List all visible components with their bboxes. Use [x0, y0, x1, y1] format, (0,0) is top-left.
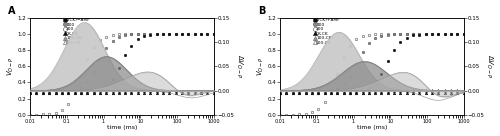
X-axis label: time (ms): time (ms) — [106, 125, 137, 130]
Y-axis label: $V_{O-P}$: $V_{O-P}$ — [256, 56, 266, 76]
Y-axis label: $V_{O-P}$: $V_{O-P}$ — [6, 56, 16, 76]
Legend: 0(CK)+AMF, 100, 200, CK-CK, 100-CK, 200-CK: 0(CK)+AMF, 100, 200, CK-CK, 100-CK, 200-… — [314, 18, 342, 45]
Legend: 0(CK)−AMF, 100, 200, CK-CK, 100-CK, 200-CK: 0(CK)−AMF, 100, 200, CK-CK, 100-CK, 200-… — [64, 18, 92, 45]
Y-axis label: $\Delta V_{O-P}$: $\Delta V_{O-P}$ — [234, 54, 244, 78]
Y-axis label: $\Delta V_{O-P}$: $\Delta V_{O-P}$ — [484, 54, 494, 78]
X-axis label: time (ms): time (ms) — [356, 125, 387, 130]
Text: A: A — [8, 6, 16, 16]
Text: B: B — [258, 6, 266, 16]
